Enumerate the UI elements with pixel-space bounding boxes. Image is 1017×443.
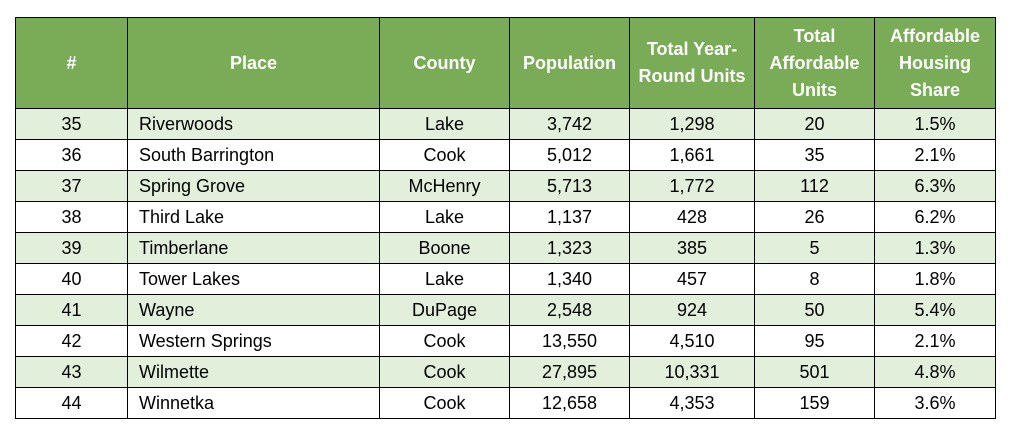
cell-place: Third Lake (127, 201, 380, 233)
table-body: 35 Riverwoods Lake 3,742 1,298 20 1.5% 36 South … (15, 108, 996, 419)
cell-county: Cook (379, 139, 510, 171)
cell-total-units: 1,661 (629, 139, 755, 171)
table-row: 40 Tower Lakes Lake 1,340 457 8 1.8% (15, 263, 996, 295)
cell-share: 3.6% (874, 387, 996, 419)
cell-county: Cook (379, 387, 510, 419)
table-row: 42 Western Springs Cook 13,550 4,510 95 2.1% (15, 325, 996, 357)
header-affordable-units: Total Affordable Units (754, 17, 875, 109)
cell-affordable-units: 26 (754, 201, 875, 233)
table-row: 44 Winnetka Cook 12,658 4,353 159 3.6% (15, 387, 996, 419)
cell-num: 40 (15, 263, 128, 295)
cell-population: 5,012 (509, 139, 630, 171)
table-row: 36 South Barrington Cook 5,012 1,661 35 2.1% (15, 139, 996, 171)
cell-num: 43 (15, 356, 128, 388)
cell-affordable-units: 95 (754, 325, 875, 357)
cell-place: Winnetka (127, 387, 380, 419)
cell-place: Tower Lakes (127, 263, 380, 295)
cell-share: 1.5% (874, 108, 996, 140)
cell-population: 13,550 (509, 325, 630, 357)
cell-county: Cook (379, 325, 510, 357)
cell-population: 1,340 (509, 263, 630, 295)
affordable-housing-table: # Place County Population Total Year-Rou… (15, 17, 996, 419)
header-population: Population (509, 17, 630, 109)
cell-total-units: 4,353 (629, 387, 755, 419)
cell-population: 5,713 (509, 170, 630, 202)
cell-population: 1,323 (509, 232, 630, 264)
cell-county: Cook (379, 356, 510, 388)
cell-affordable-units: 8 (754, 263, 875, 295)
cell-num: 44 (15, 387, 128, 419)
cell-affordable-units: 501 (754, 356, 875, 388)
cell-total-units: 1,298 (629, 108, 755, 140)
cell-num: 35 (15, 108, 128, 140)
cell-share: 6.2% (874, 201, 996, 233)
table-row: 41 Wayne DuPage 2,548 924 50 5.4% (15, 294, 996, 326)
cell-place: Wayne (127, 294, 380, 326)
cell-total-units: 428 (629, 201, 755, 233)
cell-num: 42 (15, 325, 128, 357)
cell-population: 3,742 (509, 108, 630, 140)
cell-place: Timberlane (127, 232, 380, 264)
cell-affordable-units: 20 (754, 108, 875, 140)
cell-county: McHenry (379, 170, 510, 202)
cell-place: South Barrington (127, 139, 380, 171)
cell-population: 12,658 (509, 387, 630, 419)
cell-share: 1.8% (874, 263, 996, 295)
table-header: # Place County Population Total Year-Rou… (15, 17, 996, 109)
cell-share: 4.8% (874, 356, 996, 388)
header-county: County (379, 17, 510, 109)
cell-share: 5.4% (874, 294, 996, 326)
cell-num: 37 (15, 170, 128, 202)
cell-place: Riverwoods (127, 108, 380, 140)
table-row: 38 Third Lake Lake 1,137 428 26 6.2% (15, 201, 996, 233)
table-row: 35 Riverwoods Lake 3,742 1,298 20 1.5% (15, 108, 996, 140)
cell-county: Lake (379, 263, 510, 295)
cell-affordable-units: 159 (754, 387, 875, 419)
cell-share: 6.3% (874, 170, 996, 202)
cell-share: 2.1% (874, 325, 996, 357)
cell-population: 2,548 (509, 294, 630, 326)
header-place: Place (127, 17, 380, 109)
header-share: Affordable Housing Share (874, 17, 996, 109)
cell-county: Lake (379, 201, 510, 233)
cell-county: Boone (379, 232, 510, 264)
header-row: # Place County Population Total Year-Rou… (15, 17, 996, 109)
cell-share: 2.1% (874, 139, 996, 171)
cell-affordable-units: 5 (754, 232, 875, 264)
cell-num: 39 (15, 232, 128, 264)
cell-num: 36 (15, 139, 128, 171)
cell-population: 1,137 (509, 201, 630, 233)
table-row: 37 Spring Grove McHenry 5,713 1,772 112 6.3% (15, 170, 996, 202)
cell-place: Spring Grove (127, 170, 380, 202)
cell-affordable-units: 112 (754, 170, 875, 202)
table-row: 43 Wilmette Cook 27,895 10,331 501 4.8% (15, 356, 996, 388)
cell-total-units: 457 (629, 263, 755, 295)
cell-county: DuPage (379, 294, 510, 326)
cell-share: 1.3% (874, 232, 996, 264)
cell-total-units: 924 (629, 294, 755, 326)
table-row: 39 Timberlane Boone 1,323 385 5 1.3% (15, 232, 996, 264)
cell-total-units: 1,772 (629, 170, 755, 202)
header-num: # (15, 17, 128, 109)
cell-num: 38 (15, 201, 128, 233)
cell-population: 27,895 (509, 356, 630, 388)
cell-affordable-units: 35 (754, 139, 875, 171)
cell-place: Western Springs (127, 325, 380, 357)
cell-total-units: 385 (629, 232, 755, 264)
cell-num: 41 (15, 294, 128, 326)
cell-county: Lake (379, 108, 510, 140)
cell-total-units: 10,331 (629, 356, 755, 388)
cell-affordable-units: 50 (754, 294, 875, 326)
cell-place: Wilmette (127, 356, 380, 388)
cell-total-units: 4,510 (629, 325, 755, 357)
header-total-units: Total Year-Round Units (629, 17, 755, 109)
